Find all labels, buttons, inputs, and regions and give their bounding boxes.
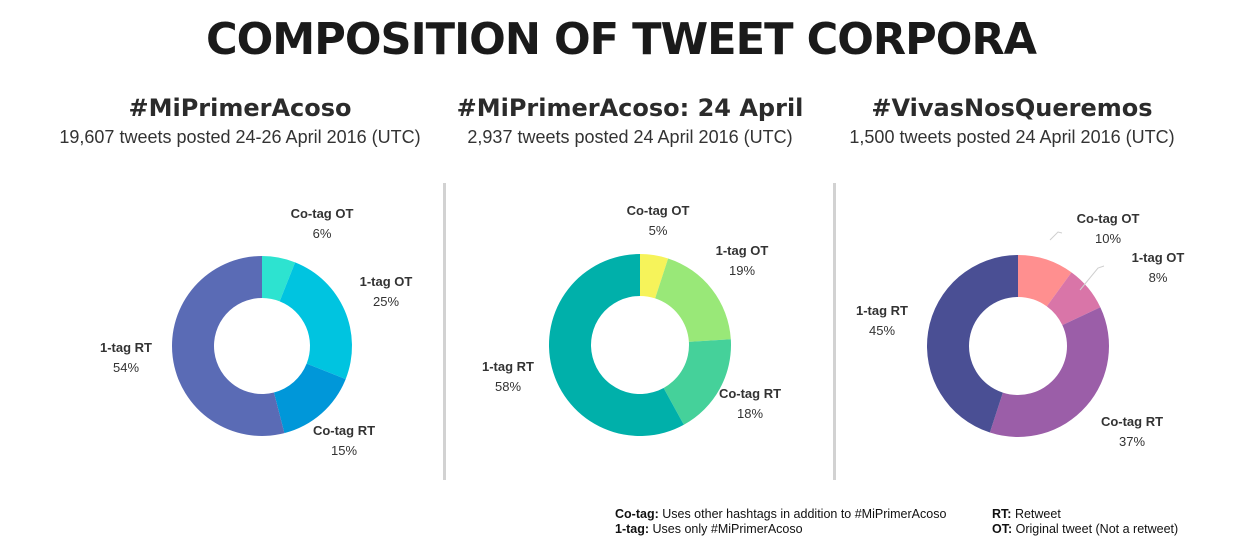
slice-value-1-tag-rt: 54% bbox=[113, 360, 139, 375]
slice-label-co-tag-ot: Co-tag OT bbox=[627, 203, 690, 218]
slice-1-tag-rt bbox=[927, 255, 1018, 433]
slice-value-1-tag-rt: 58% bbox=[495, 379, 521, 394]
legend-definition: Original tweet (Not a retweet) bbox=[1015, 522, 1179, 536]
slice-co-tag-rt bbox=[989, 307, 1109, 438]
slice-value-co-tag-rt: 18% bbox=[737, 406, 763, 421]
slice-co-tag-ot bbox=[262, 256, 296, 302]
chart-panel-miprimeracoso: #MiPrimerAcoso 19,607 tweets posted 24-2… bbox=[40, 92, 440, 482]
donut-chart: Co-tag OT 10% 1-tag OT 8% Co-tag RT 37% 1-tag … bbox=[856, 211, 1185, 449]
slice-1-tag-rt bbox=[172, 256, 285, 436]
slice-value-1-tag-ot: 25% bbox=[373, 294, 399, 309]
legend-term: 1-tag: bbox=[615, 522, 650, 536]
slice-value-1-tag-rt: 45% bbox=[869, 323, 895, 338]
slice-label-1-tag-rt: 1-tag RT bbox=[482, 359, 534, 374]
slice-co-tag-rt bbox=[273, 363, 346, 434]
slice-value-co-tag-ot: 6% bbox=[313, 226, 332, 241]
chart-subtitle: 2,937 tweets posted 24 April 2016 (UTC) bbox=[467, 127, 793, 147]
chart-title: #MiPrimerAcoso bbox=[128, 94, 352, 122]
slice-co-tag-ot bbox=[1018, 255, 1072, 307]
legend-term: Co-tag: bbox=[615, 507, 659, 521]
panel-divider bbox=[443, 183, 446, 480]
chart-title: #MiPrimerAcoso: 24 April bbox=[456, 94, 804, 122]
legend-definition: Uses only #MiPrimerAcoso bbox=[652, 522, 803, 536]
chart-panel-24-april: #MiPrimerAcoso: 24 April 2,937 tweets po… bbox=[430, 92, 830, 482]
slice-label-co-tag-rt: Co-tag RT bbox=[313, 423, 375, 438]
slice-co-tag-rt bbox=[663, 339, 731, 425]
slice-value-co-tag-rt: 15% bbox=[331, 443, 357, 458]
donut-chart: Co-tag OT 5% 1-tag OT 19% Co-tag RT 18% 1-tag … bbox=[482, 203, 781, 436]
slice-value-co-tag-ot: 5% bbox=[649, 223, 668, 238]
main-title: COMPOSITION OF TWEET CORPORA bbox=[205, 14, 1037, 65]
legend-type-definitions: RT: Retweet OT: Original tweet (Not a re… bbox=[992, 507, 1178, 537]
chart-title: #VivasNosQueremos bbox=[871, 94, 1153, 122]
legend-ot: OT: Original tweet (Not a retweet) bbox=[992, 522, 1178, 537]
slice-label-co-tag-rt: Co-tag RT bbox=[1101, 414, 1163, 429]
slice-label-1-tag-ot: 1-tag OT bbox=[1132, 250, 1185, 265]
slice-value-1-tag-ot: 19% bbox=[729, 263, 755, 278]
legend-definition: Uses other hashtags in addition to #MiPr… bbox=[662, 507, 947, 521]
legend-definition: Retweet bbox=[1014, 507, 1061, 521]
slice-value-co-tag-ot: 10% bbox=[1095, 231, 1121, 246]
leader-line bbox=[1079, 265, 1105, 291]
slice-label-co-tag-ot: Co-tag OT bbox=[291, 206, 354, 221]
slice-1-tag-ot bbox=[1046, 272, 1101, 326]
slice-1-tag-rt bbox=[549, 254, 684, 436]
legend-tag-definitions: Co-tag: Uses other hashtags in addition … bbox=[615, 507, 946, 537]
slice-label-co-tag-ot: Co-tag OT bbox=[1077, 211, 1140, 226]
slice-1-tag-ot bbox=[655, 258, 731, 342]
panel-divider bbox=[833, 183, 836, 480]
leader-line bbox=[1049, 231, 1063, 241]
chart-panel-vivasnosqueremos: #VivasNosQueremos 1,500 tweets posted 24… bbox=[812, 92, 1212, 482]
slice-1-tag-ot bbox=[279, 262, 352, 380]
slice-label-1-tag-rt: 1-tag RT bbox=[100, 340, 152, 355]
legend-cotag: Co-tag: Uses other hashtags in addition … bbox=[615, 507, 946, 522]
slice-co-tag-ot bbox=[640, 254, 669, 299]
slice-label-1-tag-ot: 1-tag OT bbox=[716, 243, 769, 258]
legend-1tag: 1-tag: Uses only #MiPrimerAcoso bbox=[615, 522, 946, 537]
chart-subtitle: 1,500 tweets posted 24 April 2016 (UTC) bbox=[849, 127, 1175, 147]
legend-term: RT: bbox=[992, 507, 1012, 521]
chart-subtitle: 19,607 tweets posted 24-26 April 2016 (U… bbox=[59, 127, 421, 147]
slice-value-co-tag-rt: 37% bbox=[1119, 434, 1145, 449]
slice-label-1-tag-rt: 1-tag RT bbox=[856, 303, 908, 318]
slice-value-1-tag-ot: 8% bbox=[1149, 270, 1168, 285]
slice-label-co-tag-rt: Co-tag RT bbox=[719, 386, 781, 401]
slice-label-1-tag-ot: 1-tag OT bbox=[360, 274, 413, 289]
legend-term: OT: bbox=[992, 522, 1013, 536]
donut-chart: Co-tag OT 6% 1-tag OT 25% Co-tag RT 15% 1-tag … bbox=[100, 206, 413, 458]
legend-rt: RT: Retweet bbox=[992, 507, 1178, 522]
